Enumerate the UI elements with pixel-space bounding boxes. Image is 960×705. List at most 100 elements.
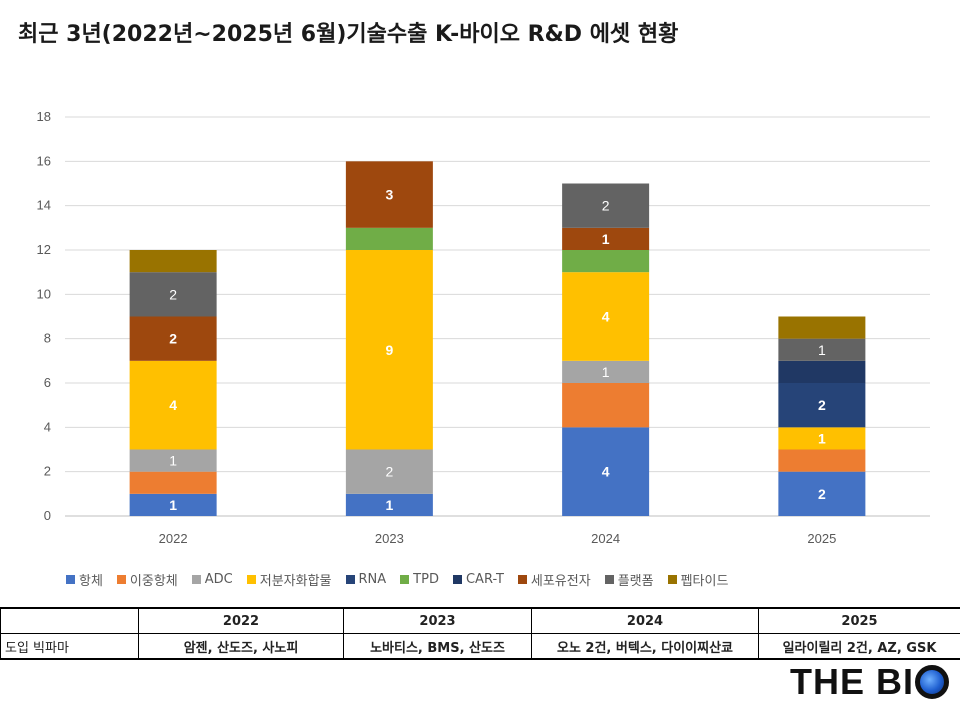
data-label: 2 [169,331,177,347]
bar-segment [778,316,866,339]
y-tick-label: 4 [44,419,51,434]
data-label: 2 [818,397,826,413]
legend-swatch [191,575,201,584]
bar-segment [778,360,866,383]
data-label: 2 [602,198,610,214]
data-label: 1 [385,497,393,513]
table-cell: 노바티스, BMS, 산도즈 [343,633,532,660]
bar-segment [129,316,217,361]
data-label: 2 [385,464,393,480]
data-label: 3 [385,187,393,203]
legend-swatch [116,575,126,584]
data-label: 2 [818,486,826,502]
data-label: 9 [385,342,393,358]
y-tick-label: 0 [44,508,51,523]
legend-label: ADC [204,572,233,587]
y-tick-label: 18 [37,109,51,124]
legend-swatch [667,575,677,584]
x-tick-label: 2025 [807,531,836,546]
y-tick-label: 12 [37,242,51,257]
y-tick-label: 16 [37,153,51,168]
table-header-cell: 2022 [138,607,344,634]
bar-segment [129,250,217,273]
bar-segment [562,360,650,383]
big-pharma-table: 2022 2023 2024 2025 도입 빅파마 암젠, 산도즈, 사노피 … [0,607,960,660]
bar-segment [562,383,650,428]
bar-segment [562,183,650,228]
bar-segment [562,250,650,273]
table-header-cell: 2023 [343,607,532,634]
table-cell: 오노 2건, 버텍스, 다이이찌산쿄 [531,633,759,660]
table-header-row: 2022 2023 2024 2025 [0,607,960,634]
the-bio-logo: THE BI [790,661,950,702]
bar-segment [345,161,433,228]
data-label: 1 [169,497,177,513]
bar-segment [778,471,866,516]
table-cell: 암젠, 산도즈, 사노피 [138,633,344,660]
legend-item: 세포유전자 [517,570,591,589]
legend-item: 이중항체 [116,570,178,589]
legend-label: 세포유전자 [530,574,591,589]
bar-segment [345,227,433,250]
y-tick-label: 10 [37,286,51,301]
legend-label: RNA [358,572,387,587]
legend-label: CAR-T [465,572,504,587]
bar-segment [778,338,866,361]
bar-segment [778,427,866,450]
data-label: 1 [818,430,826,446]
legend-item: CAR-T [452,570,504,589]
legend-swatch [246,575,256,584]
legend-swatch [400,575,410,584]
logo-text: THE BI [790,661,915,702]
legend-item: 펩타이드 [667,570,729,589]
legend-label: 저분자화합물 [259,574,332,589]
legend-label: TPD [413,572,439,587]
bar-segment [778,383,866,428]
bar-segment [129,449,217,472]
data-label: 2 [169,286,177,302]
table-row: 도입 빅파마 암젠, 산도즈, 사노피 노바티스, BMS, 산도즈 오노 2건… [0,633,960,660]
bar-segment [129,272,217,317]
chart-legend: 항체 이중항체 ADC 저분자화합물 RNA TPD CAR-T 세포유전자 플랫폼 펩타이드 [66,570,728,589]
legend-item: 저분자화합물 [246,570,332,589]
table-header-cell: 2024 [531,607,759,634]
legend-swatch [517,575,527,584]
data-label: 1 [602,364,610,380]
bar-segment [778,449,866,472]
bar-segment [562,272,650,361]
y-tick-label: 6 [44,375,51,390]
legend-swatch [604,575,614,584]
legend-swatch [452,575,462,584]
legend-label: 이중항체 [129,574,178,589]
x-tick-label: 2023 [375,531,404,546]
legend-label: 펩타이드 [680,574,729,589]
bar-segment [345,449,433,494]
bar-segment [345,493,433,516]
legend-item: RNA [345,570,387,589]
legend-label: 플랫폼 [617,574,654,589]
table-row-label: 도입 빅파마 [0,633,139,660]
bar-segment [129,493,217,516]
data-label: 1 [169,453,177,469]
data-label: 1 [602,231,610,247]
data-label: 4 [602,309,610,325]
table-header-corner [0,607,139,634]
bar-segment [345,250,433,450]
table-header-cell: 2025 [758,607,960,634]
bar-segment [129,471,217,494]
bar-segment [562,427,650,516]
y-tick-label: 8 [44,331,51,346]
logo-globe-icon [915,665,950,699]
x-tick-label: 2022 [159,531,188,546]
y-tick-label: 14 [37,198,51,213]
legend-swatch [66,575,75,584]
bar-segment [562,227,650,250]
x-tick-label: 2024 [591,531,620,546]
legend-swatch [345,575,355,584]
legend-item: 항체 [66,570,103,589]
legend-item: ADC [191,570,233,589]
data-label: 1 [818,342,826,358]
legend-item: 플랫폼 [604,570,654,589]
legend-label: 항체 [79,574,103,589]
